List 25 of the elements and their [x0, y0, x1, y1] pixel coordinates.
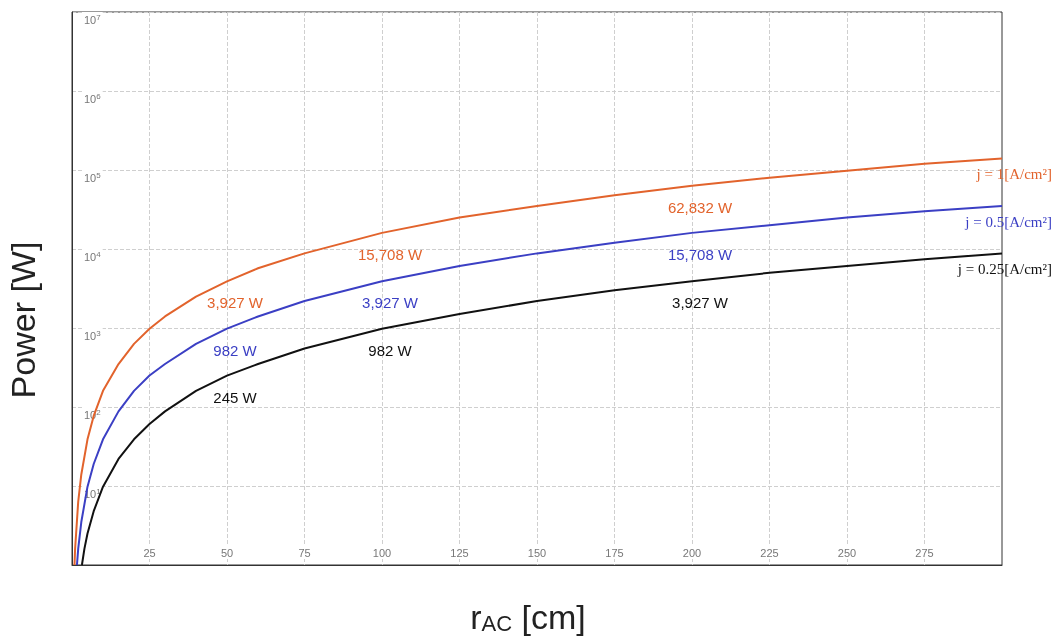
annotation: 3,927 W: [672, 294, 729, 312]
series-label: j = 0.5[A/cm²]: [964, 213, 1052, 230]
y-axis-title: Power [W]: [4, 241, 42, 399]
x-tick-label: 175: [605, 546, 624, 559]
annotation: 3,927 W: [362, 294, 419, 312]
annotation: 245 W: [213, 388, 258, 406]
series-label: j = 1[A/cm²]: [975, 165, 1052, 182]
x-tick-label: 75: [298, 546, 311, 559]
x-tick-label: 125: [450, 546, 469, 559]
annotation: 982 W: [368, 341, 413, 359]
series-label: j = 0.25[A/cm²]: [956, 260, 1052, 277]
x-tick-label: 200: [682, 546, 702, 559]
x-axis-title: rAC [cm]: [470, 598, 586, 636]
x-tick-label: 250: [837, 546, 857, 559]
x-tick-label: 275: [915, 546, 934, 559]
x-tick-label: 50: [220, 546, 234, 559]
annotation: 15,708 W: [357, 245, 423, 263]
annotation: 62,832 W: [667, 198, 733, 216]
x-tick-label: 225: [760, 546, 779, 559]
x-tick-label: 100: [372, 546, 392, 559]
annotation: 982 W: [213, 341, 258, 359]
annotation: 3,927 W: [207, 294, 264, 312]
x-tick-label: 150: [527, 546, 547, 559]
x-tick-label: 25: [143, 546, 156, 559]
annotation: 15,708 W: [667, 245, 733, 263]
